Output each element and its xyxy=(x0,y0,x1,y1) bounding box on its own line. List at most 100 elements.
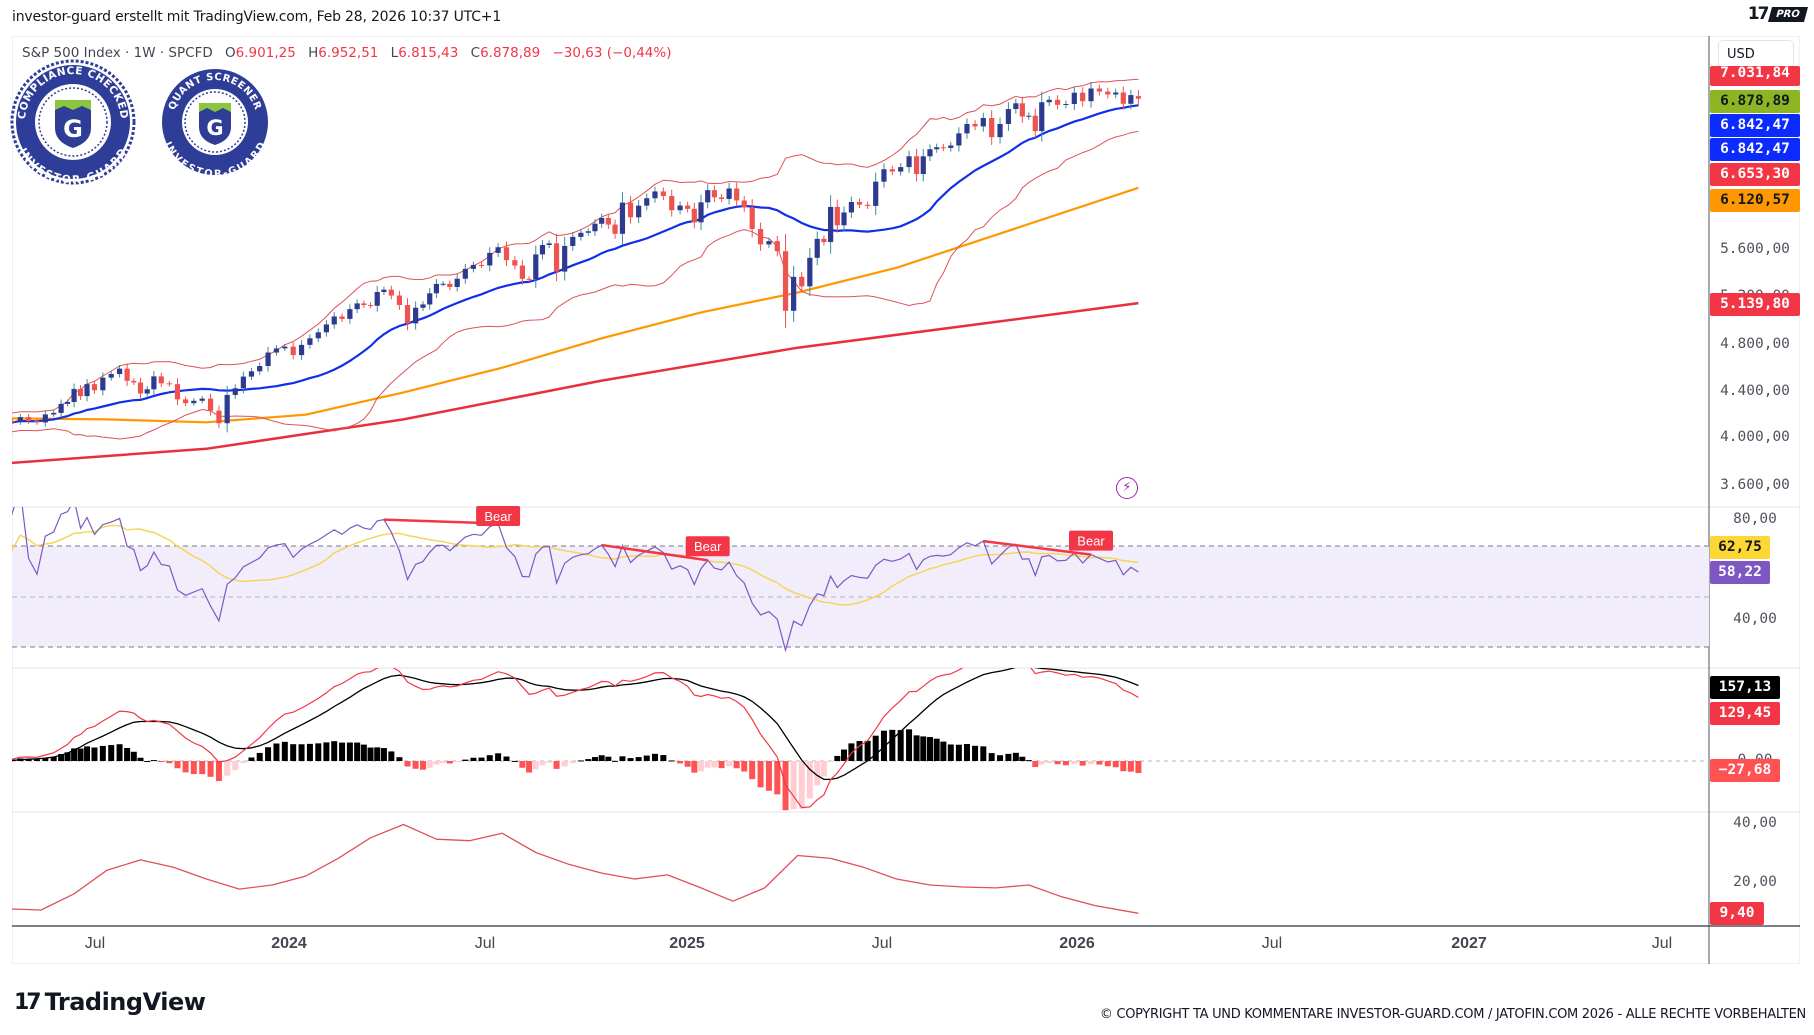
badge-shield-letter: G xyxy=(206,116,223,140)
candle xyxy=(347,304,353,324)
change-value: −30,63 (−0,44%) xyxy=(552,45,672,61)
macd-histogram-bar xyxy=(897,730,904,761)
candle-body xyxy=(546,243,552,246)
candle-body xyxy=(51,412,57,415)
candle-body xyxy=(821,238,827,243)
bollinger-upper-line xyxy=(12,78,1139,414)
macd-histogram-bar xyxy=(91,747,98,761)
macd-histogram-bar xyxy=(598,755,605,761)
candle-body xyxy=(1080,92,1086,102)
macd-histogram-bar xyxy=(354,742,361,761)
candle-body xyxy=(526,278,532,280)
macd-histogram-bar xyxy=(346,742,353,761)
candle-body xyxy=(1113,92,1119,95)
candle-body xyxy=(889,169,895,172)
divergence-line xyxy=(601,543,708,562)
symbol-info[interactable]: S&P 500 Index · 1W · SPCFD xyxy=(22,45,213,61)
candle xyxy=(1105,87,1111,99)
candle-body xyxy=(12,420,15,422)
candle xyxy=(711,185,718,202)
rsi-tick: 40,00 xyxy=(1733,611,1777,627)
candle xyxy=(487,247,493,272)
macd-histogram-bar xyxy=(774,761,781,795)
macd-histogram-bar xyxy=(374,747,381,761)
macd-histogram-bar xyxy=(150,760,157,762)
candle xyxy=(381,286,387,296)
macd-histogram-bar xyxy=(207,761,214,777)
macd-histogram-bar xyxy=(569,761,576,764)
rsi-pane[interactable] xyxy=(0,490,1139,653)
candle xyxy=(585,228,591,236)
candle xyxy=(12,418,15,424)
macd-histogram-bar xyxy=(199,761,206,775)
currency-selector[interactable]: USD xyxy=(1718,40,1794,68)
macd-histogram-bar xyxy=(820,761,827,777)
macd-histogram-bar xyxy=(42,757,49,761)
candle-body xyxy=(1128,95,1134,104)
candle xyxy=(718,194,725,203)
sma-long-line xyxy=(12,301,1139,465)
candle xyxy=(660,187,666,200)
macd-histogram-bar xyxy=(388,751,395,761)
candle xyxy=(34,418,40,425)
candle xyxy=(964,118,970,139)
macd-histogram-bar xyxy=(841,749,848,761)
macd-histogram-bar xyxy=(1038,761,1045,765)
candle xyxy=(388,285,394,300)
candle-body xyxy=(570,236,576,246)
macd-histogram-bar xyxy=(988,753,995,761)
candle xyxy=(726,182,732,205)
macd-histogram-bar xyxy=(940,741,947,761)
macd-histogram-bar xyxy=(478,757,485,761)
macd-histogram-bar xyxy=(1104,761,1111,767)
candle-body xyxy=(144,389,150,394)
macd-histogram-bar xyxy=(290,744,297,761)
macd-histogram-bar xyxy=(116,744,123,761)
macd-histogram-bar xyxy=(980,746,987,761)
macd-histogram-bar xyxy=(561,761,568,767)
macd-pane[interactable] xyxy=(0,659,1142,811)
macd-histogram-bar xyxy=(64,752,71,761)
macd-histogram-bar xyxy=(577,760,584,762)
candle xyxy=(766,237,772,248)
candle-body xyxy=(298,344,305,356)
candle xyxy=(1120,86,1126,110)
lightning-icon[interactable]: ⚡ xyxy=(1116,477,1138,499)
bear-label-box xyxy=(685,536,730,557)
macd-histogram-bar xyxy=(691,761,698,773)
candle xyxy=(257,362,263,375)
macd-histogram-bar xyxy=(651,753,658,761)
macd-histogram-bar xyxy=(627,758,634,761)
candle-body xyxy=(478,264,485,266)
candle xyxy=(578,229,584,241)
candle-body xyxy=(470,264,477,269)
candle xyxy=(749,199,755,238)
candle xyxy=(77,385,84,400)
adx-tick: 20,00 xyxy=(1733,874,1777,890)
candle-body xyxy=(934,147,940,150)
candle xyxy=(774,235,780,257)
macd-histogram-bar xyxy=(834,755,841,761)
tradingview-logo[interactable]: 17 TradingView xyxy=(14,988,206,1016)
candle-body xyxy=(814,238,820,258)
adx-pane[interactable] xyxy=(0,823,1139,914)
candle xyxy=(677,201,683,215)
candle xyxy=(848,196,855,218)
price-tick: 4.400,00 xyxy=(1720,383,1790,399)
candle-body xyxy=(533,254,539,280)
candle xyxy=(495,243,501,257)
rsi-tick: 80,00 xyxy=(1733,511,1777,527)
macd-histogram-bar xyxy=(137,757,144,761)
macd-histogram-bar xyxy=(281,741,288,761)
candle xyxy=(447,280,453,291)
candle-body xyxy=(427,293,433,305)
macd-histogram-bar xyxy=(265,747,272,761)
candle-body xyxy=(199,398,205,401)
candle xyxy=(526,276,532,282)
macd-histogram-bar xyxy=(1079,761,1086,766)
copyright-notice: © COPYRIGHT TA UND KOMMENTARE INVESTOR-G… xyxy=(1099,1007,1806,1022)
candle xyxy=(669,189,675,217)
price-pane[interactable] xyxy=(0,78,1142,465)
candle xyxy=(367,302,374,309)
